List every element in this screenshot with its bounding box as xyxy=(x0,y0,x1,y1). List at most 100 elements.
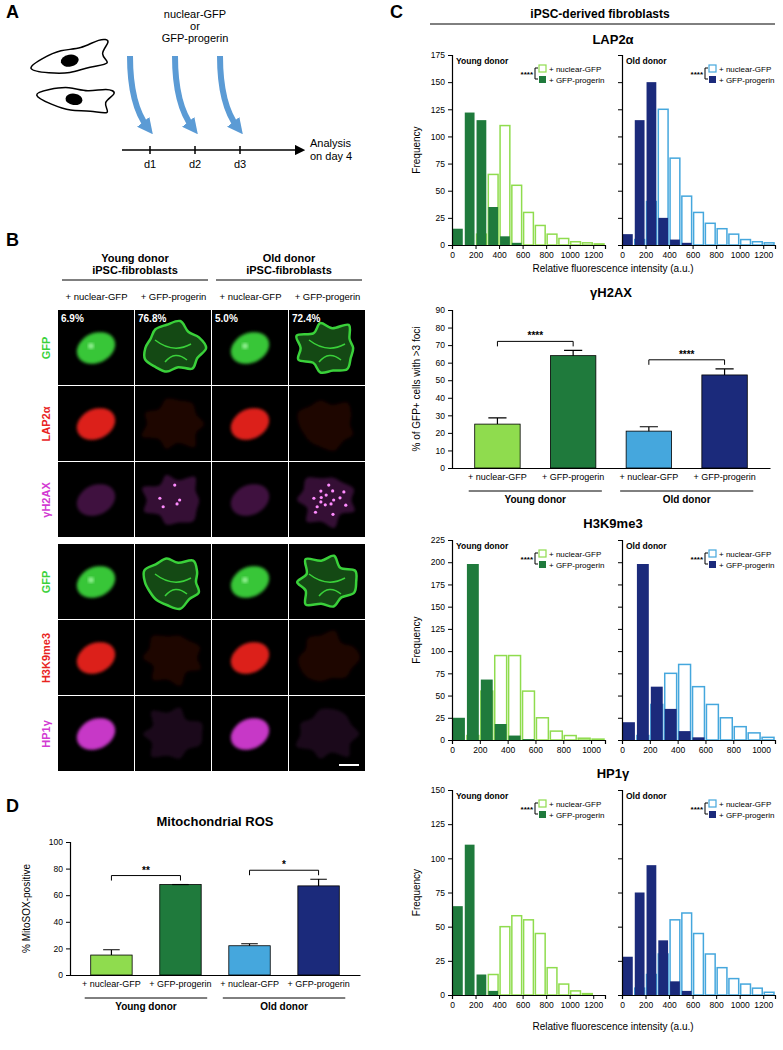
tick: 200 xyxy=(469,245,483,260)
tick-mark xyxy=(535,740,536,744)
tick-mark xyxy=(669,995,670,999)
tick: 0 xyxy=(620,740,625,755)
focus xyxy=(329,502,332,505)
y-axis-title: Frequency xyxy=(411,616,422,663)
tick: 600 xyxy=(516,245,530,260)
tick-label: 125 xyxy=(431,105,445,115)
nucleus xyxy=(142,399,204,449)
plot-area xyxy=(453,845,592,995)
micrograph xyxy=(289,696,365,771)
focus xyxy=(178,498,181,501)
tick: 30 xyxy=(436,411,452,421)
tick-label: 90 xyxy=(436,305,446,315)
histogram-bar xyxy=(682,991,692,995)
panel-a: nuclear-GFPorGFP-progerind1d2d3Analysiso… xyxy=(28,8,352,170)
tick-label: 40 xyxy=(436,393,446,403)
micrograph xyxy=(135,620,211,695)
tick-mark xyxy=(448,363,452,364)
tick: 20 xyxy=(54,944,70,954)
tick-label: 1000 xyxy=(752,745,771,755)
nucleus xyxy=(296,709,359,759)
timeline-tick xyxy=(239,146,241,154)
error-bar xyxy=(715,369,733,375)
tick-label: 200 xyxy=(469,1000,483,1010)
focus xyxy=(316,505,319,508)
tick xyxy=(618,673,622,674)
significance-bracket xyxy=(649,360,725,365)
micrograph-background xyxy=(289,310,365,385)
histogram-bar xyxy=(477,120,487,245)
tick-label: + GFP-progerin xyxy=(693,472,755,482)
tick: 125 xyxy=(431,624,452,634)
cell-nucleus xyxy=(65,92,84,106)
tick: 150 xyxy=(431,77,452,87)
tick-label: 30 xyxy=(436,411,446,421)
micrograph-background xyxy=(135,620,211,695)
error-bar xyxy=(103,950,120,955)
tick-mark xyxy=(508,740,509,744)
significance: **** xyxy=(521,70,534,79)
tick xyxy=(618,696,622,697)
nucleus xyxy=(72,402,121,446)
nucleus xyxy=(72,560,121,604)
tick-label: 0 xyxy=(440,990,445,1000)
legend-swatch xyxy=(539,76,546,83)
treatment-arrow xyxy=(220,56,238,128)
tick-mark xyxy=(650,740,651,744)
bar xyxy=(160,885,201,975)
error-bar xyxy=(564,350,582,355)
legend-swatch xyxy=(539,800,546,807)
micrograph xyxy=(289,620,365,695)
tick: 20 xyxy=(436,428,452,438)
legend-label: + GFP-progerin xyxy=(719,811,774,820)
y-axis-title: Frequency xyxy=(411,869,422,916)
tick-mark xyxy=(448,584,452,585)
tick: 40 xyxy=(436,393,452,403)
panel-label: B xyxy=(6,230,19,250)
nucleus-spot xyxy=(88,577,94,583)
group-rule xyxy=(85,998,207,999)
tick-mark xyxy=(618,607,622,608)
histogram-bar xyxy=(752,988,762,995)
tick: + nuclear-GFP xyxy=(220,979,279,989)
tick-label: 100 xyxy=(431,854,445,864)
micrograph-background xyxy=(289,696,365,771)
histogram-bar xyxy=(729,979,739,995)
histogram-bar xyxy=(488,207,498,245)
histogram-bar xyxy=(488,174,498,245)
tick-label: 50 xyxy=(436,691,446,701)
histogram-bar xyxy=(658,109,668,245)
histogram-bar xyxy=(453,229,463,245)
y-axis-title: % of GFP+ cells with >3 foci xyxy=(411,326,422,451)
histogram-bar xyxy=(488,991,498,995)
cell-nucleus xyxy=(60,53,80,68)
tick xyxy=(618,740,622,741)
treatment-label: or xyxy=(190,20,200,32)
tick-label: 75 xyxy=(436,669,446,679)
legend: + nuclear-GFP+ GFP-progerin**** xyxy=(521,800,605,820)
tick: 70 xyxy=(436,340,452,350)
histogram-bar xyxy=(509,656,521,740)
tick: 80 xyxy=(54,864,70,874)
tick-label: 175 xyxy=(431,580,445,590)
histogram-bar xyxy=(658,940,668,995)
tick-label: 25 xyxy=(436,956,446,966)
x-axis-title: Relative fluorescence intensity (a.u.) xyxy=(532,1021,693,1032)
tick-mark xyxy=(716,245,717,249)
histogram-bar xyxy=(495,656,507,740)
percentage: 5.0% xyxy=(215,313,238,324)
histogram-bar xyxy=(524,920,534,995)
histogram-bar xyxy=(453,906,463,995)
histogram-bar xyxy=(734,727,746,740)
percentage: 76.8% xyxy=(138,313,166,324)
micrograph-background xyxy=(289,544,365,619)
histogram-bar xyxy=(651,687,663,740)
tick-mark xyxy=(618,651,622,652)
tick-mark xyxy=(448,927,452,928)
histogram-bar xyxy=(509,736,521,740)
significance-bracket xyxy=(535,553,538,564)
tick-mark xyxy=(499,245,500,249)
tick-label: 50 xyxy=(436,375,446,385)
micrograph xyxy=(58,620,134,695)
axis-line xyxy=(453,741,606,745)
